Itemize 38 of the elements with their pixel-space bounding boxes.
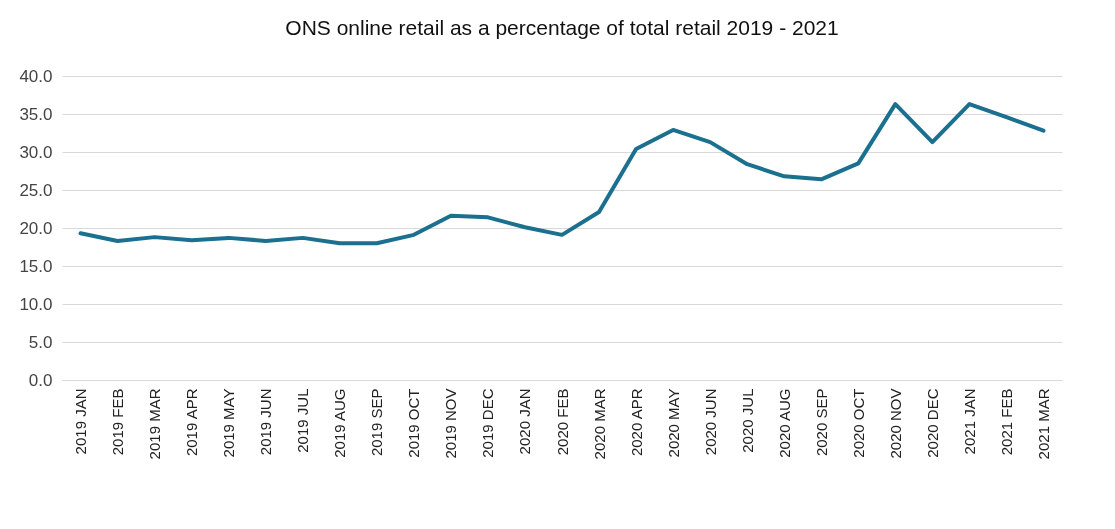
y-tick-label: 10.0	[19, 294, 53, 314]
x-tick-label: 2020 JUN	[701, 388, 719, 456]
x-tick-label: 2020 JAN	[516, 388, 534, 455]
line-series	[78, 102, 1046, 246]
x-tick-label: 2019 JUL	[294, 388, 312, 453]
y-tick-label: 40.0	[19, 66, 53, 86]
x-tick-label: 2019 SEP	[368, 388, 386, 457]
chart-title: ONS online retail as a percentage of total retail 2019 - 2021	[285, 16, 839, 39]
x-tick-label: 2020 OCT	[849, 388, 867, 458]
x-tick-label: 2021 MAR	[1034, 388, 1052, 460]
y-tick-label: 25.0	[19, 180, 53, 200]
y-tick-label: 15.0	[19, 256, 53, 276]
x-tick-label: 2020 MAY	[664, 388, 682, 458]
x-tick-label: 2020 DEC	[923, 388, 941, 458]
x-tick-label: 2019 AUG	[331, 388, 349, 458]
y-tick-label: 35.0	[19, 104, 53, 124]
x-tick-label: 2021 FEB	[997, 388, 1015, 456]
x-tick-label: 2019 FEB	[109, 388, 127, 456]
x-tick-label: 2020 SEP	[812, 388, 830, 457]
x-tick-label: 2019 JUN	[257, 388, 275, 456]
x-tick-label: 2019 NOV	[442, 388, 460, 459]
y-tick-label: 30.0	[19, 142, 53, 162]
x-tick-label: 2020 FEB	[553, 388, 571, 456]
y-tick-label: 5.0	[28, 332, 53, 352]
y-tick-label: 20.0	[19, 218, 53, 238]
x-tick-label: 2020 MAR	[590, 388, 608, 460]
x-tick-label: 2021 JAN	[960, 388, 978, 455]
x-tick-label: 2019 OCT	[405, 388, 423, 458]
x-tick-label: 2019 DEC	[479, 388, 497, 458]
x-tick-label: 2019 MAR	[146, 388, 164, 460]
x-tick-label: 2020 APR	[627, 388, 645, 457]
x-tick-label: 2020 JUL	[738, 388, 756, 453]
x-tick-label: 2019 APR	[183, 388, 201, 457]
y-tick-label: 0.0	[28, 370, 53, 390]
x-tick-label: 2019 MAY	[220, 388, 238, 458]
x-tick-label: 2019 JAN	[72, 388, 90, 455]
x-tick-label: 2020 NOV	[886, 388, 904, 459]
x-tick-label: 2020 AUG	[775, 388, 793, 458]
